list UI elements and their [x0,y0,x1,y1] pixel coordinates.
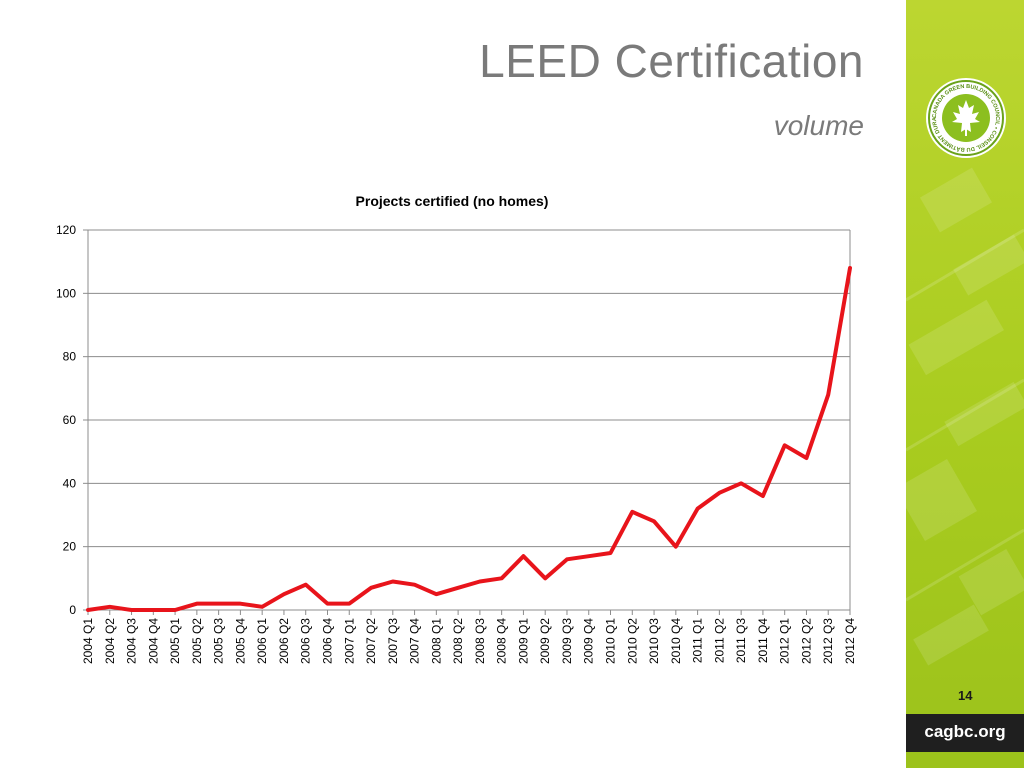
x-tick-label: 2009 Q4 [582,618,596,664]
slide-subtitle: volume [773,110,864,141]
x-tick-label: 2009 Q1 [516,618,530,664]
x-tick-label: 2004 Q3 [125,618,139,664]
series-line [86,266,852,612]
x-tick-label: 2011 Q3 [734,618,748,663]
x-tick-label: 2006 Q4 [320,618,334,664]
x-axis-ticks: 2004 Q1 2004 Q2 2004 Q3 2004 Q4 2005 Q1 2005 … [81,610,857,664]
x-tick-label: 2009 Q2 [538,618,552,664]
x-tick-label: 2008 Q1 [429,618,443,664]
maple-leaf-icon [952,100,980,132]
x-tick-label: 2007 Q3 [386,618,400,664]
line-chart: Projects certified (no homes) 0 20 40 60 80 1… [56,193,857,664]
x-tick-label: 2006 Q3 [299,618,313,664]
aerial-pattern-decoration [906,167,1024,666]
slide-title: LEED Certification [479,35,864,87]
x-tick-label: 2010 Q2 [625,618,639,664]
x-tick-label: 2011 Q2 [712,618,726,663]
y-tick-label: 80 [63,350,77,364]
x-tick-label: 2007 Q1 [342,618,356,664]
x-tick-label: 2007 Q2 [364,618,378,664]
y-tick-label: 20 [63,540,77,554]
x-tick-label: 2005 Q1 [168,618,182,664]
x-tick-label: 2010 Q4 [669,618,683,664]
footer-url[interactable]: cagbc.org [924,722,1006,741]
brand-sidebar: CANADA GREEN BUILDING COUNCIL • CONSEIL … [906,0,1024,768]
x-tick-label: 2011 Q1 [691,618,705,663]
y-tick-label: 60 [63,413,77,427]
x-tick-label: 2010 Q3 [647,618,661,664]
x-tick-label: 2005 Q3 [212,618,226,664]
gridlines [83,229,851,611]
x-tick-label: 2006 Q2 [277,618,291,664]
x-tick-label: 2008 Q4 [495,618,509,664]
x-tick-label: 2010 Q1 [604,618,618,664]
x-tick-label: 2012 Q4 [843,618,857,664]
x-tick-label: 2009 Q3 [560,618,574,664]
x-tick-label: 2012 Q1 [778,618,792,664]
x-tick-label: 2012 Q2 [799,618,813,664]
cagbc-logo: CANADA GREEN BUILDING COUNCIL • CONSEIL … [924,76,1006,158]
x-tick-label: 2011 Q4 [756,618,770,663]
chart-title: Projects certified (no homes) [356,193,549,209]
x-tick-label: 2004 Q4 [146,618,160,664]
y-tick-label: 100 [56,286,76,300]
y-tick-label: 0 [69,603,76,617]
footer-band: cagbc.org [906,714,1024,752]
x-tick-label: 2007 Q4 [408,618,422,664]
x-tick-label: 2004 Q1 [81,618,95,664]
page-number: 14 [958,688,973,703]
x-tick-label: 2004 Q2 [103,618,117,664]
x-tick-label: 2005 Q2 [190,618,204,664]
series-layer [86,266,852,612]
y-tick-label: 120 [56,223,76,237]
x-tick-label: 2012 Q3 [821,618,835,664]
y-axis-ticks: 0 20 40 60 80 100 120 [56,223,76,617]
x-tick-label: 2008 Q2 [451,618,465,664]
x-tick-label: 2005 Q4 [233,618,247,664]
x-tick-label: 2008 Q3 [473,618,487,664]
y-tick-label: 40 [63,476,77,490]
x-tick-label: 2006 Q1 [255,618,269,664]
